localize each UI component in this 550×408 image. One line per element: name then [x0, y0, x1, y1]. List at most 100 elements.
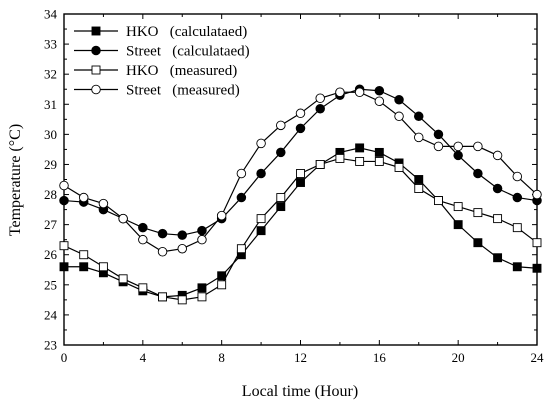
data-point	[59, 241, 69, 251]
data-point	[217, 271, 227, 281]
data-point	[236, 168, 247, 179]
legend-item: Street (calculataed)	[74, 44, 250, 60]
x-tick-label: 4	[140, 350, 147, 365]
y-tick-label: 27	[44, 217, 58, 232]
data-point	[256, 168, 266, 179]
data-point	[414, 175, 424, 184]
data-point	[78, 192, 89, 203]
data-point	[355, 156, 365, 166]
data-point	[414, 132, 424, 143]
data-point	[79, 262, 89, 272]
data-point	[197, 234, 207, 245]
data-point	[374, 85, 385, 96]
legend-marker	[91, 45, 101, 56]
y-axis-title: Temperature (°C)	[7, 124, 24, 236]
data-point	[256, 214, 266, 224]
data-point	[79, 250, 89, 260]
data-point	[216, 210, 227, 221]
x-axis-title: Local time (Hour)	[242, 383, 358, 400]
data-point	[118, 274, 128, 284]
data-point	[433, 141, 444, 152]
data-point	[296, 178, 305, 187]
data-point	[197, 225, 207, 236]
data-point	[492, 150, 503, 161]
legend-item: HKO (calculataed)	[74, 24, 247, 40]
y-tick-label: 23	[44, 338, 57, 353]
data-point	[315, 104, 325, 114]
data-point	[138, 283, 148, 293]
data-point	[98, 262, 108, 272]
data-point	[374, 156, 384, 166]
data-point	[453, 141, 463, 152]
axis-ticks: 23 24 25 26 27 28 29 30 31 32 33 34 0 4 8 12 16 20 24	[44, 7, 544, 366]
data-point	[177, 295, 187, 305]
data-point	[532, 238, 542, 248]
legend: HKO (calculataed) Street (calculataed) HKO…	[74, 24, 250, 99]
data-point	[473, 141, 483, 152]
data-point	[138, 222, 148, 233]
data-point	[512, 262, 522, 272]
legend-label: Street (calculataed)	[126, 44, 250, 60]
data-point	[315, 160, 325, 169]
data-point	[394, 111, 404, 122]
data-point	[434, 196, 443, 206]
y-tick-label: 31	[44, 97, 57, 112]
data-point	[59, 180, 69, 191]
data-point	[276, 120, 286, 131]
data-point	[256, 226, 266, 236]
data-point	[315, 93, 325, 104]
legend-label: HKO (calculataed)	[126, 24, 247, 40]
data-point	[236, 192, 247, 203]
data-point	[177, 243, 187, 254]
data-point	[512, 192, 523, 203]
y-tick-label: 25	[44, 277, 57, 292]
data-point	[98, 198, 109, 209]
y-tick-label: 26	[44, 247, 58, 262]
data-point	[492, 183, 503, 194]
x-tick-label: 12	[294, 350, 307, 365]
data-point	[355, 143, 365, 153]
data-point	[453, 150, 463, 161]
x-tick-label: 0	[61, 350, 68, 365]
data-point	[394, 163, 404, 172]
y-tick-label: 29	[44, 157, 57, 172]
series-3	[59, 153, 542, 305]
legend-item: Street (measured)	[74, 83, 240, 99]
data-point	[158, 292, 167, 302]
data-point	[118, 213, 128, 224]
data-point	[354, 87, 365, 97]
series-2	[59, 84, 542, 240]
x-tick-label: 16	[373, 350, 387, 365]
legend-label: HKO (measured)	[126, 63, 237, 79]
y-tick-label: 34	[44, 7, 58, 22]
data-point	[295, 108, 306, 119]
data-point	[335, 87, 345, 97]
data-point	[414, 111, 424, 122]
data-point	[296, 169, 305, 178]
data-point	[217, 280, 227, 290]
data-point	[374, 147, 384, 157]
data-point	[276, 202, 286, 212]
y-tick-label: 32	[44, 67, 57, 82]
legend-marker	[91, 26, 101, 36]
data-point	[157, 246, 168, 257]
data-point	[473, 208, 483, 218]
data-point	[493, 214, 503, 224]
data-point	[157, 228, 168, 239]
data-point	[276, 193, 286, 203]
x-tick-label: 20	[452, 350, 465, 365]
data-point	[138, 234, 148, 245]
legend-label: Street (measured)	[126, 83, 240, 99]
data-point	[59, 195, 69, 206]
data-point	[473, 168, 483, 179]
legend-marker	[91, 84, 101, 95]
series-layer	[59, 84, 542, 305]
legend-marker	[91, 65, 101, 75]
x-tick-label: 24	[531, 350, 545, 365]
data-point	[374, 96, 385, 107]
x-tick-label: 8	[218, 350, 225, 365]
y-tick-label: 24	[44, 307, 58, 322]
data-point	[394, 95, 404, 105]
y-tick-label: 28	[44, 187, 57, 202]
data-point	[453, 202, 463, 212]
